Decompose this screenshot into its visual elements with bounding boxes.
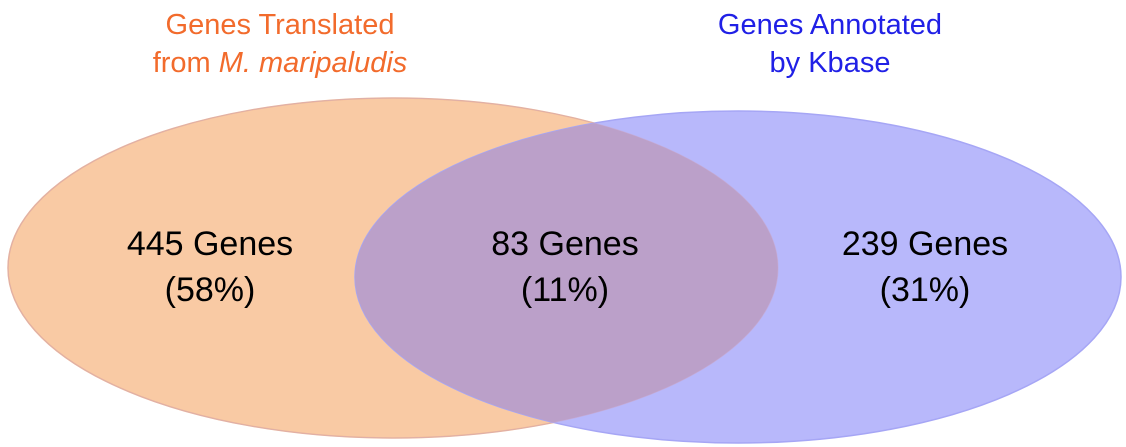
left-set-title: Genes Translated from M. maripaludis: [70, 6, 490, 82]
intersection-region: [355, 111, 778, 438]
intersection-count: 83 Genes: [491, 225, 639, 263]
left-set-title-line2: from M. maripaludis: [70, 44, 490, 82]
left-only-count: 445 Genes: [126, 225, 294, 263]
right-only-percent: (31%): [879, 271, 971, 309]
left-only-label: 445 Genes (58%): [60, 221, 360, 313]
organism-name: M. maripaludis: [218, 47, 408, 79]
right-only-count: 239 Genes: [841, 225, 1009, 263]
intersection-percent: (11%): [520, 271, 610, 309]
intersection-label: 83 Genes (11%): [415, 221, 715, 313]
left-set-title-prefix: from: [152, 47, 219, 79]
right-only-label: 239 Genes (31%): [775, 221, 1075, 313]
left-only-percent: (58%): [164, 271, 256, 309]
right-set-title-line1: Genes Annotated: [717, 9, 943, 41]
right-set-title-line2: by Kbase: [769, 47, 891, 79]
left-set-title-line1: Genes Translated: [165, 9, 395, 41]
left-set-outline: [7, 97, 779, 439]
right-set-title: Genes Annotated by Kbase: [640, 6, 1020, 82]
